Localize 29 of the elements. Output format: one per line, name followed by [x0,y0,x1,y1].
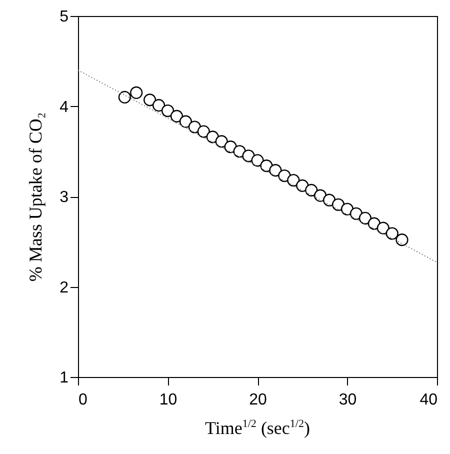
x-tick-label: 40 [420,392,438,408]
point [118,90,131,104]
x-tick-label: 30 [338,392,357,408]
y-tick-label: 1 [60,370,69,386]
x-tick-label: 20 [249,392,267,408]
point [152,99,166,112]
point [197,125,210,138]
point [305,184,318,196]
y-tick-label: 5 [60,8,69,26]
point [170,110,184,122]
y-axis-title: % Mass Uptake of CO₂ [26,112,46,282]
x-axis-title: Time$^{1/2}$ (sec$^{1/2}$) [204,418,311,439]
y-tick-label: 2 [60,279,69,296]
point [287,174,300,187]
point [386,227,398,240]
x-tick-label: 10 [159,392,178,408]
point [269,164,282,177]
point [358,212,372,224]
y-tick-label: 3 [60,189,69,206]
point [396,234,408,246]
point [215,135,228,148]
point [376,222,390,234]
x-tick-label: 0 [78,392,88,408]
point [161,104,174,118]
y-tick-label: 4 [60,98,69,116]
point [251,154,264,167]
point [179,115,192,128]
point [130,86,143,99]
point [144,94,156,106]
